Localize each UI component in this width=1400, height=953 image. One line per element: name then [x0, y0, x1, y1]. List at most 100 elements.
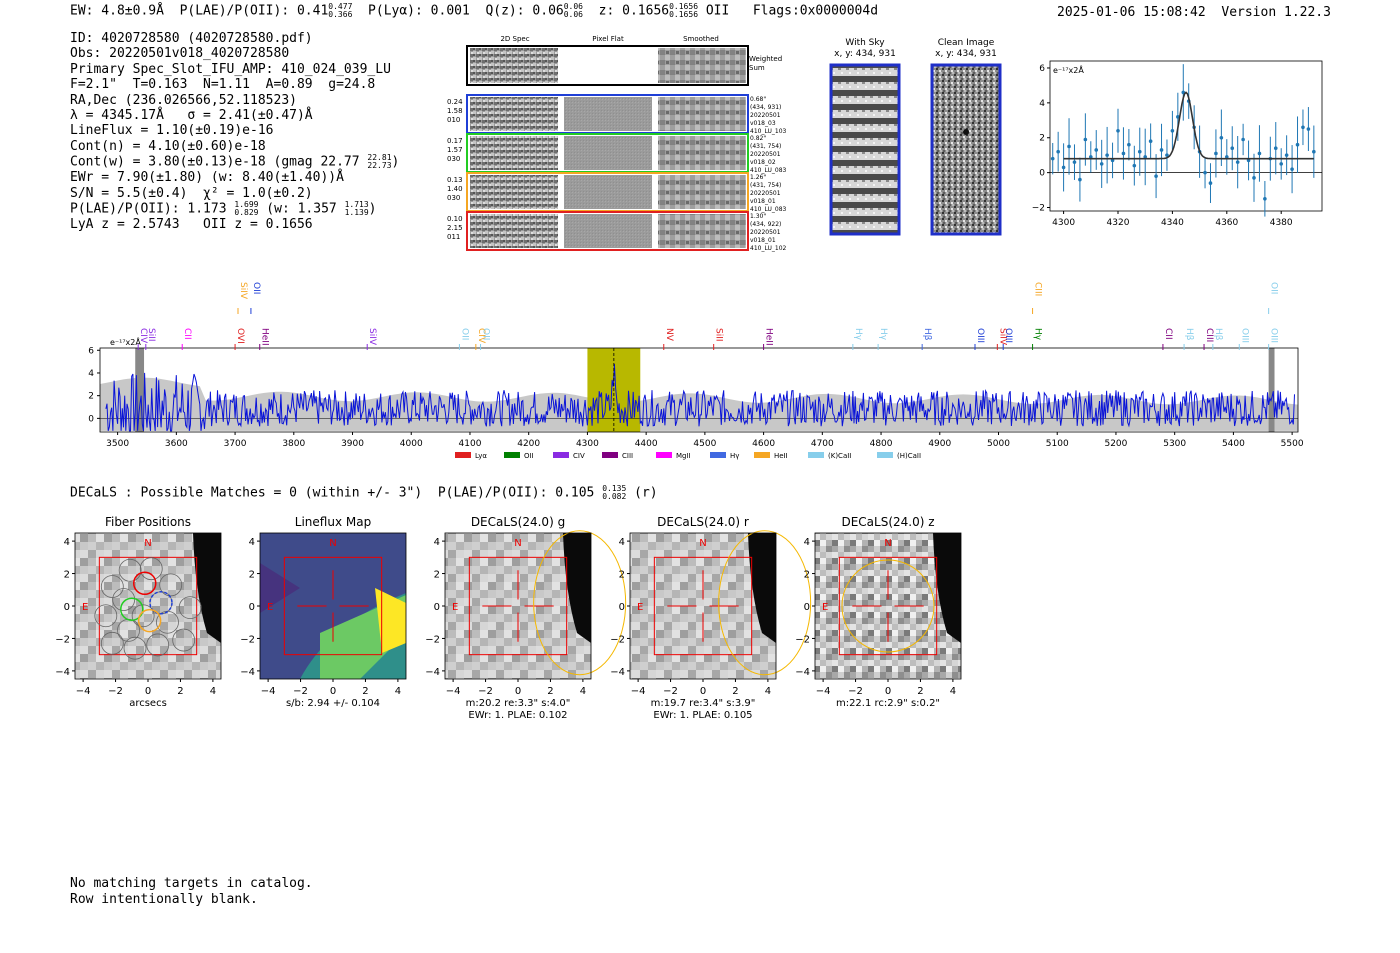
spectrum-ytick-label: 4 [88, 369, 94, 379]
fiber-circle [172, 628, 196, 652]
cutout-row-smoothed [658, 136, 746, 170]
cutout-row-left-label: 011 [447, 233, 460, 241]
spectrum-line-label: OII [459, 328, 469, 340]
flags-value: Flags:0x0000004d [752, 3, 879, 19]
fiber-circle [100, 631, 124, 655]
decals-caption-2: EWr: 1. PLAE: 0.105 [653, 710, 752, 721]
plae-info-hi: 1.699 [234, 200, 259, 210]
spectrum-line-label: OIII [1003, 328, 1013, 343]
cutout-row-right-label: 1.26" [750, 174, 766, 181]
zoom-point [1295, 142, 1300, 147]
zoom-point [1273, 146, 1278, 151]
decals-band: (r) [634, 485, 658, 501]
decals-ytick-label: 4 [434, 537, 440, 548]
plae-w-lo: 1.139 [344, 208, 369, 218]
spectrum-ytick-label: 0 [88, 414, 94, 424]
plae-value: 0.41 [296, 3, 329, 19]
cutout-row-2d [470, 136, 558, 170]
north-label: N [329, 538, 336, 549]
decals-ytick-label: −4 [795, 667, 810, 678]
decals-caption: m:22.1 rc:2.9" s:0.2" [836, 698, 940, 709]
clean-title: Clean Image [937, 38, 995, 48]
spectrum-line-label: SiIV [367, 328, 377, 346]
cutout-row-right-label: 410_LU_083 [750, 206, 787, 213]
legend-swatch [877, 452, 893, 458]
spectrum-xtick-label: 4100 [459, 439, 482, 449]
z-line: OII [705, 3, 730, 19]
plae-hi: 0.477 [328, 2, 353, 11]
cutout-row-flat [564, 97, 652, 131]
decals-ytick-label: −4 [240, 667, 255, 678]
version: Version 1.22.3 [1221, 5, 1331, 20]
decals-ytick-label: 0 [249, 602, 255, 613]
qz-value: 0.06 [532, 3, 564, 19]
zoom-point [1110, 158, 1115, 163]
catalog-notes: No matching targets in catalog. Row inte… [70, 876, 313, 907]
legend-label: MgII [676, 452, 691, 460]
spectrum-line-label: Hβ [1184, 328, 1194, 341]
fiber-circle [112, 588, 136, 611]
cutout-row-right-label: 0.68" [750, 96, 766, 103]
decals-ytick-label: 0 [434, 602, 440, 613]
info-lineflux: LineFlux = 1.10(±0.19)e-16 [70, 123, 274, 139]
decals-ytick-label: −2 [55, 634, 70, 645]
decals-ytick-label: −2 [425, 634, 440, 645]
spectrum-frame [99, 347, 1299, 433]
decals-ytick-label: −2 [610, 634, 625, 645]
zoom-point [1159, 148, 1164, 152]
zoom-xtick-label: 4340 [1161, 218, 1184, 228]
with-sky-xy: x, y: 434, 931 [834, 49, 896, 59]
plae-w-end: ) [368, 201, 377, 217]
info-contw: Cont(w) = 3.80(±0.13)e-18 (gmag 22.77 22… [70, 154, 399, 170]
zoom-point [1235, 160, 1240, 164]
bright-source-region [563, 533, 591, 643]
decals-xtick-label: 4 [580, 686, 586, 697]
clean-heading: Clean Image x, y: 434, 931 [921, 38, 1011, 60]
spectrum-xtick-label: 4400 [635, 439, 658, 449]
spectrum-line-label: CII [1163, 328, 1173, 340]
qz-lo: 0.06 [563, 10, 583, 19]
spectrum-line-label: CIV [138, 328, 148, 344]
cutout-row-right-label: 410_LU_083 [750, 167, 787, 174]
cutout-row-2d [470, 97, 558, 131]
detection-info: ID: 4020728580 (4020728580.pdf) Obs: 202… [70, 31, 399, 232]
fiber-orange [137, 608, 162, 633]
spectrum-xtick-label: 5500 [1281, 439, 1304, 449]
spectrum-line-label: Hβ [922, 328, 932, 341]
spectrum-line-label: SiIV [238, 282, 248, 300]
decals-xtick-label: 2 [177, 686, 183, 697]
zoom-ytick-label: 0 [1039, 169, 1045, 179]
decals-xtick-label: 4 [210, 686, 216, 697]
spectrum-line-label: OVI [235, 328, 245, 344]
with-sky-image [829, 63, 901, 236]
col-pixel-flat: Pixel Flat [592, 35, 624, 43]
spectrum-xtick-label: 4600 [752, 439, 775, 449]
search-box [468, 556, 568, 656]
zoom-point [1284, 153, 1289, 157]
spectrum-line-label: OIII [1239, 328, 1249, 343]
zoom-point [1121, 151, 1126, 156]
summary-header: EW: 4.8±0.9Å P(LAE)/P(OII): 0.410.477 0.3… [70, 3, 878, 19]
decals-panel-title: Fiber Positions [105, 515, 191, 529]
east-label: E [82, 602, 88, 613]
zoom-point [1225, 155, 1229, 159]
zoom-fit-chart: 4300 4320 4340 4360 4380 −2 0 2 4 6 e⁻¹⁷x2Å [1032, 60, 1323, 228]
cutout-row-left-label: 010 [447, 116, 460, 124]
spectrum-line-label: OII [1269, 282, 1279, 294]
search-box [838, 556, 938, 656]
zoom-point [1252, 176, 1256, 180]
info-lyaz: LyA z = 2.5743 OII z = 0.1656 [70, 217, 313, 233]
decals-xtick-label: 0 [515, 686, 521, 697]
decals-ytick-label: 4 [619, 537, 625, 548]
fiber-circle [159, 573, 183, 597]
decals-xtick-label: 0 [145, 686, 151, 697]
fiber-circle [118, 558, 142, 582]
spectrum-line-label: SiII [146, 328, 156, 342]
spectrum-xtick-label: 4200 [517, 439, 540, 449]
contw-lo: 22.73 [367, 161, 392, 171]
decals-xtick-label: −4 [76, 686, 91, 697]
cutout-row-smoothed [658, 97, 746, 131]
decals-xtick-label: 2 [917, 686, 923, 697]
cutout-row-left-label: 030 [447, 155, 460, 163]
with-sky-title: With Sky [845, 38, 885, 48]
